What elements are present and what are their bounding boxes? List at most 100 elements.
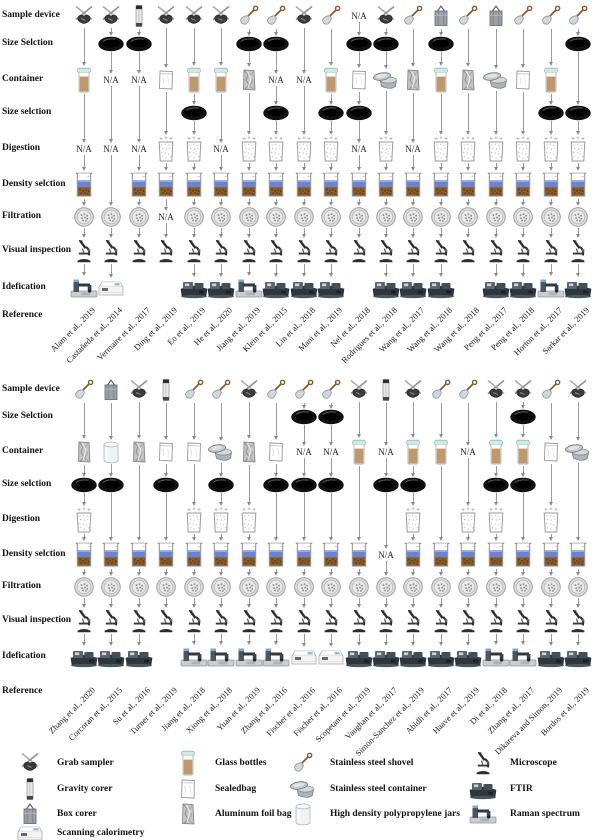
- arrow-head-icon: [302, 167, 306, 171]
- arrow: [522, 634, 524, 642]
- arrow: [467, 458, 469, 503]
- sieve-icon: [373, 477, 400, 493]
- arrow-head-icon: [411, 642, 415, 646]
- arrow-head-icon: [384, 65, 388, 69]
- arrow: [248, 569, 250, 573]
- arrow-head-icon: [82, 473, 86, 477]
- sealed-bag-icon: [177, 778, 199, 801]
- arrow-head-icon: [247, 572, 251, 576]
- sieve-icon: [291, 477, 318, 493]
- arrow: [138, 199, 140, 203]
- arrow: [440, 94, 442, 132]
- arrow-head-icon: [274, 604, 278, 608]
- sealed-bag-icon: [540, 441, 562, 464]
- ftir-icon: [344, 647, 374, 668]
- arrow-head-icon: [549, 272, 553, 276]
- arrow: [467, 163, 469, 168]
- filtration-filter-icon: [403, 577, 424, 598]
- arrow-head-icon: [247, 202, 251, 206]
- legend-label-scope: Microscope: [510, 758, 557, 768]
- arrow: [193, 163, 195, 168]
- arrow-head-icon: [109, 436, 113, 440]
- arrow-head-icon: [137, 537, 141, 541]
- arrow-head-icon: [82, 537, 86, 541]
- microscope-icon: [265, 609, 287, 633]
- arrow-head-icon: [494, 537, 498, 541]
- grab-sampler-icon: [209, 5, 233, 27]
- arrow: [275, 598, 277, 605]
- arrow-head-icon: [164, 64, 168, 68]
- digestion-beaker-icon: [484, 507, 508, 534]
- aluminum-foil-bag-icon: [240, 68, 258, 92]
- arrow: [248, 402, 250, 436]
- arrow: [495, 91, 497, 132]
- arrow: [550, 634, 552, 643]
- arrow: [550, 121, 552, 132]
- row-label-size-selction: Size selction: [2, 107, 52, 117]
- arrow-head-icon: [137, 642, 141, 646]
- box-corer-icon: [429, 4, 453, 28]
- arrow: [358, 121, 360, 140]
- arrow-head-icon: [466, 202, 470, 206]
- digestion-beaker-icon: [264, 136, 288, 163]
- ftir-icon: [398, 647, 428, 668]
- arrow-head-icon: [219, 537, 223, 541]
- arrow: [522, 92, 524, 132]
- arrow: [83, 264, 85, 273]
- arrow-head-icon: [521, 641, 525, 645]
- glass-bottle-icon: [321, 67, 341, 93]
- grab-sampler-icon: [182, 5, 206, 27]
- arrow-head-icon: [549, 167, 553, 171]
- arrow-head-icon: [357, 537, 361, 541]
- arrow: [248, 598, 250, 605]
- na-label: N/A: [323, 447, 339, 457]
- filtration-filter-icon: [129, 207, 150, 228]
- microscope-icon: [155, 239, 177, 263]
- arrow-head-icon: [164, 473, 168, 477]
- box-corer-icon: [18, 802, 42, 826]
- raman-spectrum-icon: [261, 646, 291, 669]
- glass-bottle-icon: [403, 439, 423, 465]
- arrow: [550, 569, 552, 573]
- sieve-icon: [510, 409, 537, 425]
- arrow: [330, 29, 332, 63]
- arrow-head-icon: [439, 167, 443, 171]
- box-corer-icon: [484, 4, 508, 28]
- arrow: [550, 199, 552, 203]
- arrow-head-icon: [274, 572, 278, 576]
- sieve-icon: [263, 477, 290, 493]
- arrow-head-icon: [82, 234, 86, 238]
- glass-bottle-icon: [74, 67, 94, 93]
- density-separation-beaker-icon: [238, 172, 260, 198]
- arrow-head-icon: [329, 604, 333, 608]
- ftir-icon: [508, 278, 538, 299]
- arrow: [412, 493, 414, 503]
- arrow: [193, 28, 195, 63]
- arrow: [248, 29, 250, 33]
- density-separation-beaker-icon: [265, 172, 287, 198]
- arrow: [495, 29, 497, 66]
- arrow: [495, 264, 497, 274]
- sieve-icon: [400, 477, 427, 493]
- arrow-head-icon: [137, 604, 141, 608]
- filtration-filter-icon: [184, 577, 205, 598]
- arrow: [412, 93, 414, 140]
- stainless-steel-shovel-icon: [237, 4, 261, 28]
- arrow: [110, 155, 112, 203]
- arrow-head-icon: [439, 62, 443, 66]
- stainless-steel-shovel-icon: [182, 378, 206, 402]
- density-separation-beaker-icon: [485, 172, 507, 198]
- arrow-head-icon: [549, 572, 553, 576]
- na-label: N/A: [378, 550, 394, 560]
- digestion-beaker-icon: [182, 507, 206, 534]
- arrow-head-icon: [494, 604, 498, 608]
- arrow: [330, 199, 332, 203]
- stainless-steel-container-icon: [207, 442, 235, 463]
- na-label: N/A: [296, 75, 312, 85]
- microscope-icon: [348, 609, 370, 633]
- filtration-filter-icon: [568, 577, 589, 598]
- microscope-icon: [183, 609, 205, 633]
- legend-label-foil: Aluminum foil bag: [215, 809, 292, 819]
- arrow: [275, 228, 277, 235]
- arrow: [385, 403, 387, 443]
